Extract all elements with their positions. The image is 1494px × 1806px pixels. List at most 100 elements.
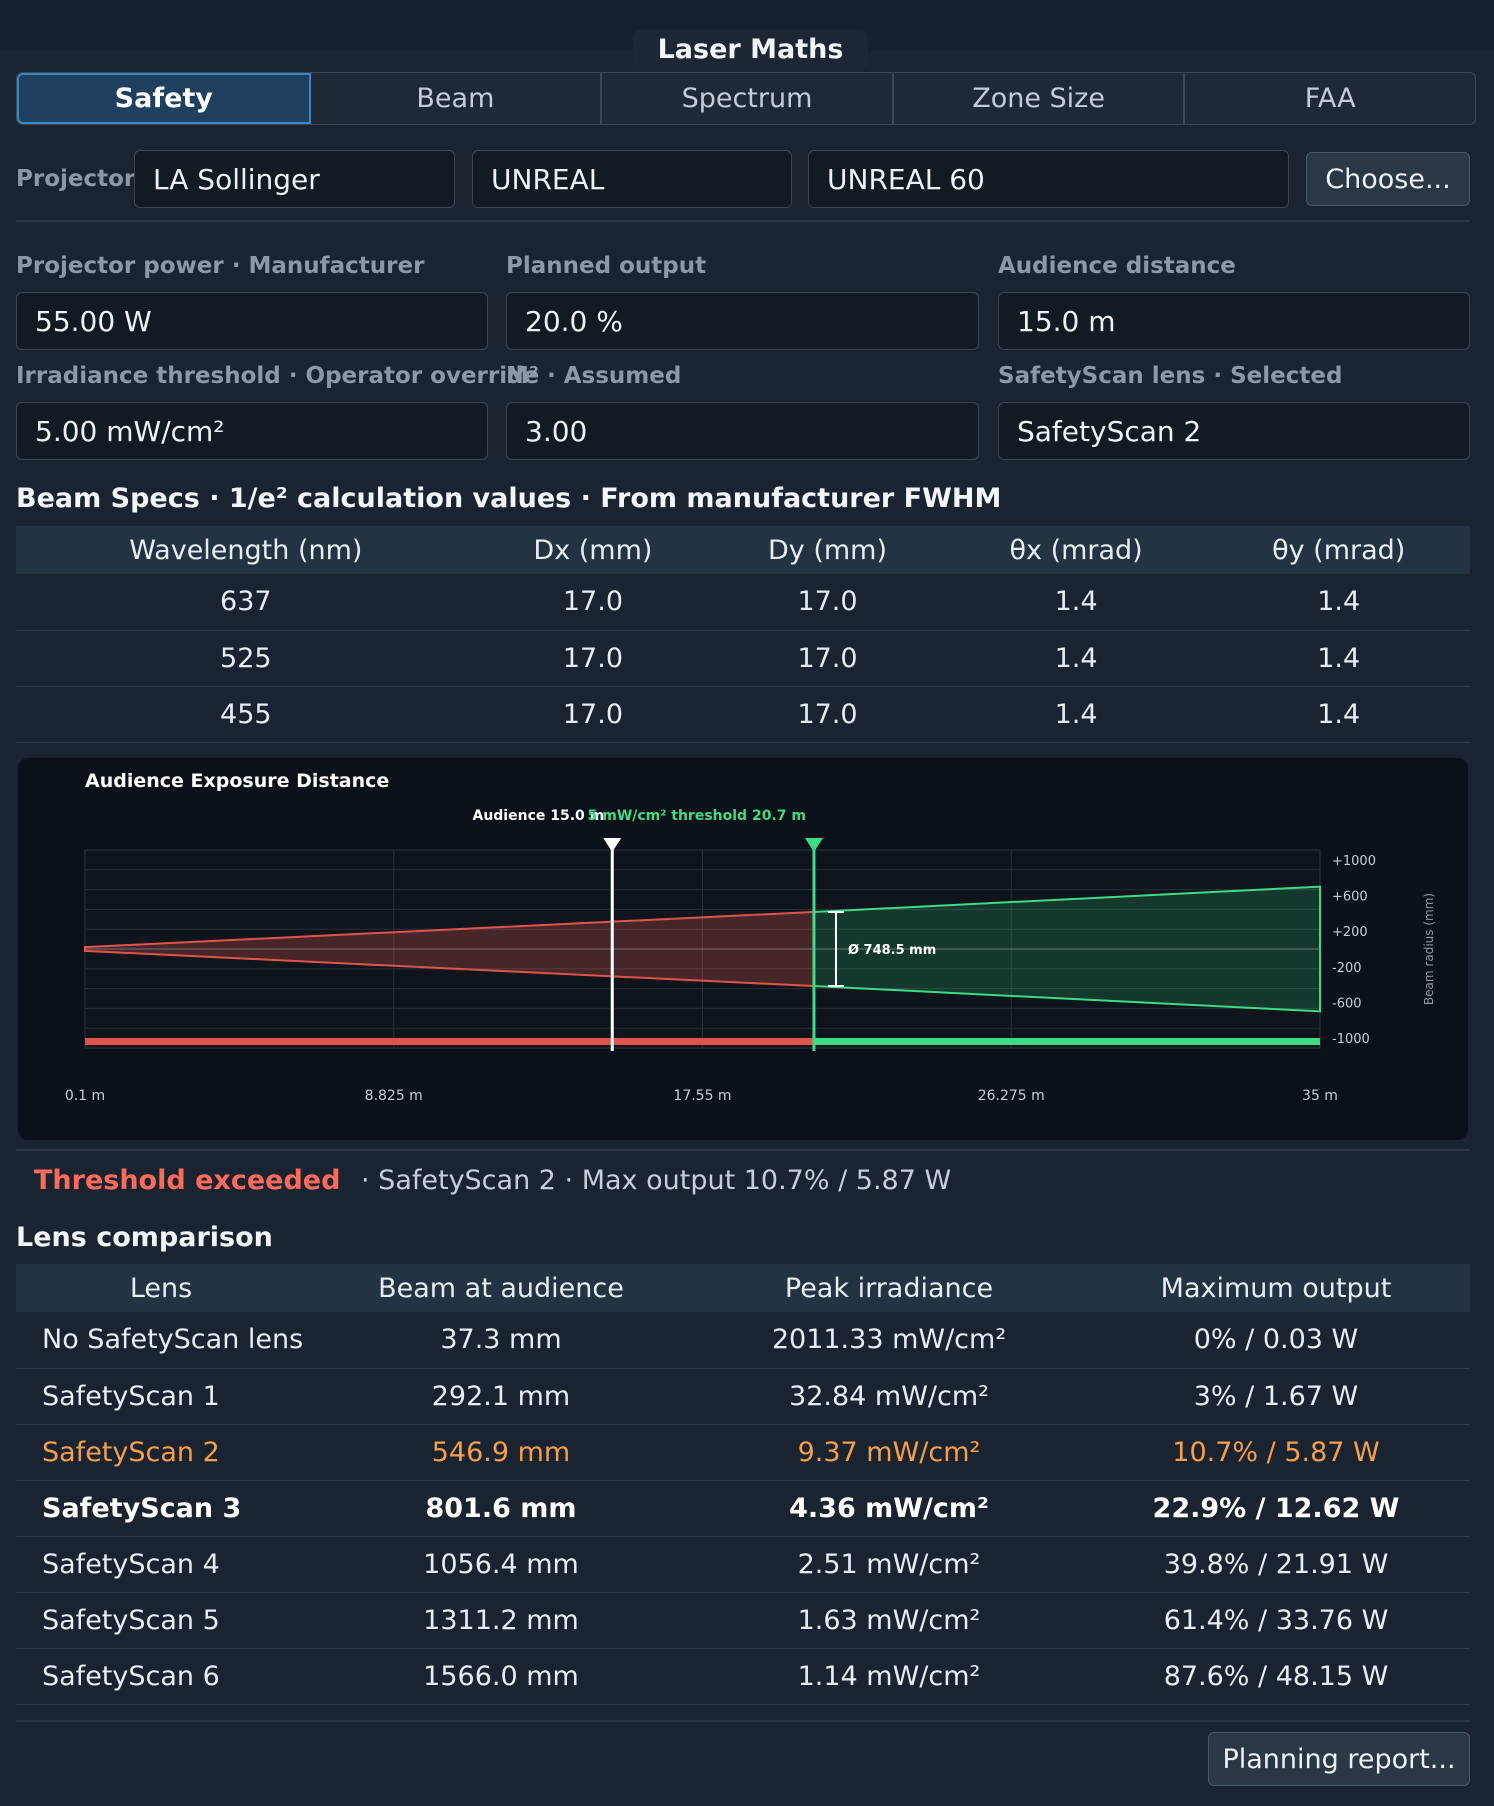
table-row[interactable]: SafetyScan 4 1056.4 mm 2.51 mW/cm² 39.8%… <box>16 1536 1470 1593</box>
table-row: 525 17.0 17.0 1.4 1.4 <box>16 630 1470 687</box>
table-cell: 1.4 <box>1207 630 1470 687</box>
table-cell: 61.4% / 33.76 W <box>1082 1592 1470 1649</box>
table-row-recommended[interactable]: SafetyScan 3 801.6 mm 4.36 mW/cm² 22.9% … <box>16 1480 1470 1537</box>
y-tick-label: +1000 <box>1332 854 1376 869</box>
table-cell: 17.0 <box>475 686 711 743</box>
x-tick-label: 8.825 m <box>365 1088 423 1104</box>
tab-safety[interactable]: Safety <box>17 73 311 124</box>
table-header-row: Wavelength (nm) Dx (mm) Dy (mm) θx (mrad… <box>16 526 1470 574</box>
projector-label: Projector <box>16 166 136 192</box>
table-cell: 17.0 <box>710 574 945 631</box>
x-tick-label: 26.275 m <box>978 1088 1045 1104</box>
safe-range-bar <box>813 1038 1320 1045</box>
table-cell: 3% / 1.67 W <box>1082 1368 1470 1425</box>
column-header: θx (mrad) <box>944 526 1208 574</box>
table-cell: 525 <box>16 630 476 687</box>
planning-report-button[interactable]: Planning report... <box>1208 1732 1470 1786</box>
divider <box>16 220 1470 222</box>
table-cell: 9.37 mW/cm² <box>696 1424 1082 1481</box>
column-header: Peak irradiance <box>696 1264 1082 1312</box>
table-row[interactable]: SafetyScan 5 1311.2 mm 1.63 mW/cm² 61.4%… <box>16 1592 1470 1649</box>
y-tick-label: +600 <box>1332 890 1368 905</box>
projector-series-field[interactable]: UNREAL <box>472 150 792 208</box>
column-header: Dy (mm) <box>710 526 945 574</box>
column-header: Beam at audience <box>306 1264 696 1312</box>
table-row: 637 17.0 17.0 1.4 1.4 <box>16 574 1470 631</box>
tab-zone-size[interactable]: Zone Size <box>894 73 1186 124</box>
y-tick-label: +200 <box>1332 925 1368 940</box>
table-cell: 1.4 <box>1207 574 1470 631</box>
divider <box>16 1149 1470 1151</box>
exposure-chart: Audience Exposure Distance Ø 748.5 mm Audi… <box>65 770 1436 1104</box>
planned-output-label: Planned output <box>506 253 707 279</box>
table-row[interactable]: SafetyScan 6 1566.0 mm 1.14 mW/cm² 87.6%… <box>16 1648 1470 1705</box>
table-cell: 1566.0 mm <box>306 1648 696 1705</box>
column-header: Dx (mm) <box>475 526 711 574</box>
table-cell: SafetyScan 2 <box>16 1424 306 1481</box>
tab-spectrum[interactable]: Spectrum <box>602 73 894 124</box>
x-tick-label: 17.55 m <box>673 1088 731 1104</box>
y-tick-label: -600 <box>1332 996 1362 1011</box>
diameter-label: Ø 748.5 mm <box>848 943 936 958</box>
beam-specs-title: Beam Specs · 1/e² calculation values · F… <box>16 483 1002 514</box>
status-detail: · SafetyScan 2 · Max output 10.7% / 5.87… <box>361 1165 952 1196</box>
table-cell: 32.84 mW/cm² <box>696 1368 1082 1425</box>
table-cell: 0% / 0.03 W <box>1082 1312 1470 1369</box>
threshold-warning: Threshold exceeded <box>34 1165 341 1196</box>
table-cell: 10.7% / 5.87 W <box>1082 1424 1470 1481</box>
projector-manufacturer-field[interactable]: LA Sollinger <box>134 150 455 208</box>
table-cell: 546.9 mm <box>306 1424 696 1481</box>
marker-label: 5 mW/cm² threshold 20.7 m <box>588 808 806 824</box>
table-cell: 87.6% / 48.15 W <box>1082 1648 1470 1705</box>
table-cell: 39.8% / 21.91 W <box>1082 1536 1470 1593</box>
table-cell: 1.14 mW/cm² <box>696 1648 1082 1705</box>
table-cell: 17.0 <box>475 630 711 687</box>
table-cell: No SafetyScan lens <box>16 1312 306 1369</box>
table-cell: 1.4 <box>944 574 1208 631</box>
table-cell: 455 <box>16 686 476 743</box>
marker-triangle <box>603 838 622 852</box>
table-row: 455 17.0 17.0 1.4 1.4 <box>16 686 1470 743</box>
tab-beam[interactable]: Beam <box>311 73 603 124</box>
beam-specs-table: Wavelength (nm) Dx (mm) Dy (mm) θx (mrad… <box>16 526 1470 743</box>
table-cell: 22.9% / 12.62 W <box>1082 1480 1470 1537</box>
x-tick-label: 35 m <box>1302 1088 1338 1104</box>
projector-power-field[interactable]: 55.00 W <box>16 292 488 350</box>
m2-field[interactable]: 3.00 <box>506 402 979 460</box>
audience-distance-label: Audience distance <box>998 253 1236 279</box>
irradiance-threshold-field[interactable]: 5.00 mW/cm² <box>16 402 488 460</box>
divider <box>16 1720 1470 1722</box>
table-cell: 1.4 <box>944 686 1208 743</box>
planned-output-field[interactable]: 20.0 % <box>506 292 979 350</box>
table-cell: SafetyScan 1 <box>16 1368 306 1425</box>
table-cell: 1.4 <box>1207 686 1470 743</box>
lens-comparison-title: Lens comparison <box>16 1222 273 1253</box>
m2-label: M² · Assumed <box>506 363 682 389</box>
safetyscan-lens-field[interactable]: SafetyScan 2 <box>998 402 1470 460</box>
table-header-row: Lens Beam at audience Peak irradiance Ma… <box>16 1264 1470 1312</box>
table-row[interactable]: No SafetyScan lens 37.3 mm 2011.33 mW/cm… <box>16 1312 1470 1369</box>
choose-projector-button[interactable]: Choose... <box>1306 152 1470 206</box>
column-header: Wavelength (nm) <box>16 526 476 574</box>
projector-power-label: Projector power · Manufacturer <box>16 253 425 279</box>
table-cell: SafetyScan 3 <box>16 1480 306 1537</box>
marker-triangle <box>804 838 823 852</box>
table-cell: 1056.4 mm <box>306 1536 696 1593</box>
y-tick-label: -1000 <box>1332 1032 1370 1047</box>
table-cell: SafetyScan 5 <box>16 1592 306 1649</box>
table-cell: 1.4 <box>944 630 1208 687</box>
chart-title: Audience Exposure Distance <box>85 770 389 792</box>
table-row-selected[interactable]: SafetyScan 2 546.9 mm 9.37 mW/cm² 10.7% … <box>16 1424 1470 1481</box>
table-cell: 2.51 mW/cm² <box>696 1536 1082 1593</box>
table-cell: 17.0 <box>475 574 711 631</box>
table-cell: SafetyScan 4 <box>16 1536 306 1593</box>
audience-distance-field[interactable]: 15.0 m <box>998 292 1470 350</box>
table-cell: 2011.33 mW/cm² <box>696 1312 1082 1369</box>
safetyscan-lens-label: SafetyScan lens · Selected <box>998 363 1343 389</box>
table-row[interactable]: SafetyScan 1 292.1 mm 32.84 mW/cm² 3% / … <box>16 1368 1470 1425</box>
y-axis-label: Beam radius (mm) <box>1422 893 1436 1005</box>
projector-model-field[interactable]: UNREAL 60 <box>808 150 1289 208</box>
irradiance-threshold-label: Irradiance threshold · Operator override <box>16 363 540 389</box>
tab-faa[interactable]: FAA <box>1304 83 1356 114</box>
table-cell: 637 <box>16 574 476 631</box>
